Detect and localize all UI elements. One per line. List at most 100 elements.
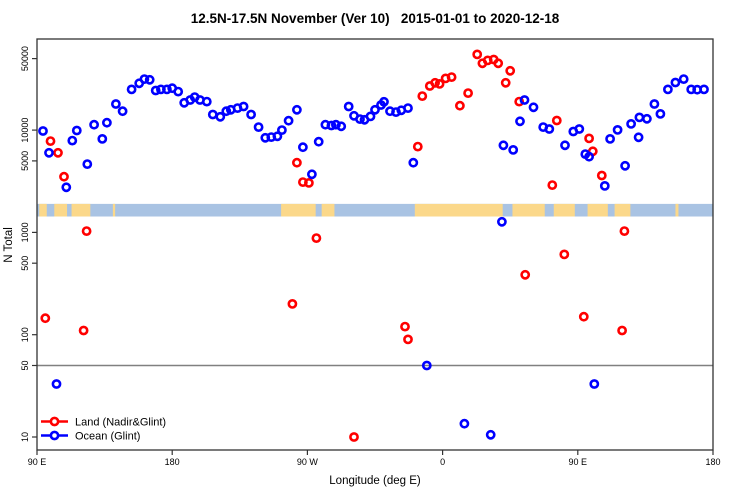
data-point [272, 131, 283, 142]
data-point [330, 119, 341, 130]
x-tick-label: 90 E [569, 457, 588, 467]
data-point [313, 136, 324, 147]
y-tick-label: 5000 [20, 151, 30, 171]
data-point [215, 111, 226, 122]
data-point [44, 147, 54, 158]
data-point [519, 95, 530, 105]
data-point [283, 115, 294, 126]
data-point [53, 147, 63, 158]
data-point [551, 115, 562, 126]
data-point [144, 74, 155, 85]
data-point [40, 313, 51, 324]
data-point [78, 325, 89, 336]
data-point [626, 119, 636, 129]
data-point [496, 216, 507, 227]
data-point [493, 58, 504, 69]
data-point [126, 84, 137, 95]
map-strip-land-segment [71, 203, 91, 217]
data-point [207, 109, 218, 120]
data-point [547, 180, 558, 190]
data-point [596, 170, 607, 181]
legend-land-circle-icon [49, 416, 60, 427]
data-point [221, 106, 232, 117]
map-strip-ocean [37, 203, 713, 217]
data-point [297, 142, 308, 153]
data-points-layer [38, 49, 709, 442]
data-point [403, 103, 413, 113]
plot-border-box [36, 38, 714, 451]
y-tick-label: 10 [20, 432, 30, 442]
data-point [238, 101, 249, 112]
axis-ticks-layer: 90 E 180 90 W 0 90 E 180 10 50 100 500 1000 5000 100… [20, 46, 721, 467]
y-axis-label: N Total [3, 227, 15, 263]
data-point [421, 360, 432, 371]
data-point [430, 77, 440, 88]
data-point [642, 113, 652, 124]
data-point [520, 269, 531, 280]
data-point [633, 132, 644, 143]
map-strip-land-segment [587, 203, 608, 217]
data-point [634, 112, 645, 123]
data-point [485, 429, 496, 440]
data-point [67, 135, 78, 146]
data-point [111, 99, 121, 109]
y-tick-label: 1000 [20, 222, 30, 242]
map-strip-land-segment [112, 203, 116, 217]
data-point [276, 125, 287, 136]
data-point [355, 114, 365, 124]
data-point [82, 159, 93, 169]
data-point [89, 119, 99, 130]
map-strip-land-segment [39, 203, 47, 217]
map-strip-land-segment [614, 203, 631, 217]
y-tick-label: 10000 [20, 118, 30, 143]
y-tick-label: 50000 [20, 46, 30, 71]
data-point [71, 125, 82, 136]
data-point [599, 180, 610, 191]
data-point [559, 249, 570, 260]
data-point [370, 104, 380, 115]
data-point [514, 96, 525, 107]
data-point [663, 84, 673, 95]
data-point [379, 96, 389, 107]
data-point [500, 77, 511, 88]
data-point [51, 379, 62, 389]
data-point [336, 121, 347, 132]
x-axis-label: Longitude (deg E) [329, 475, 421, 487]
data-point [349, 432, 359, 442]
data-point [454, 100, 465, 111]
data-point [589, 379, 600, 389]
x-tick-label: 180 [705, 457, 720, 467]
x-tick-label: 90 W [297, 457, 319, 467]
data-point [515, 116, 525, 127]
data-point [617, 325, 627, 336]
map-strip-land-segment [414, 203, 503, 217]
data-point [291, 104, 302, 115]
data-point [173, 86, 184, 97]
data-point [605, 133, 615, 144]
chart-title: 12.5N-17.5N November (Ver 10) 2015-01-01… [191, 11, 560, 26]
data-point [306, 169, 317, 180]
y-tick-label: 500 [20, 256, 30, 271]
data-point [38, 126, 48, 136]
legend-item-land: Land (Nadir&Glint) [41, 417, 166, 429]
data-point [655, 109, 666, 119]
data-point [303, 177, 314, 188]
map-strip-land-segment [321, 203, 335, 217]
data-point [560, 140, 570, 151]
data-point [59, 171, 69, 182]
data-point [61, 182, 72, 193]
data-point [246, 109, 256, 120]
y-tick-label: 100 [20, 327, 30, 342]
data-point [400, 321, 410, 332]
data-point [326, 120, 337, 131]
legend: Land (Nadir&Glint) Ocean (Glint) [41, 417, 166, 443]
map-strip-land-segment [281, 203, 316, 217]
data-point [201, 96, 212, 107]
data-point [463, 88, 473, 98]
data-point [528, 102, 539, 113]
data-point [81, 226, 92, 236]
x-tick-label: 180 [165, 457, 180, 467]
data-point [161, 84, 172, 95]
